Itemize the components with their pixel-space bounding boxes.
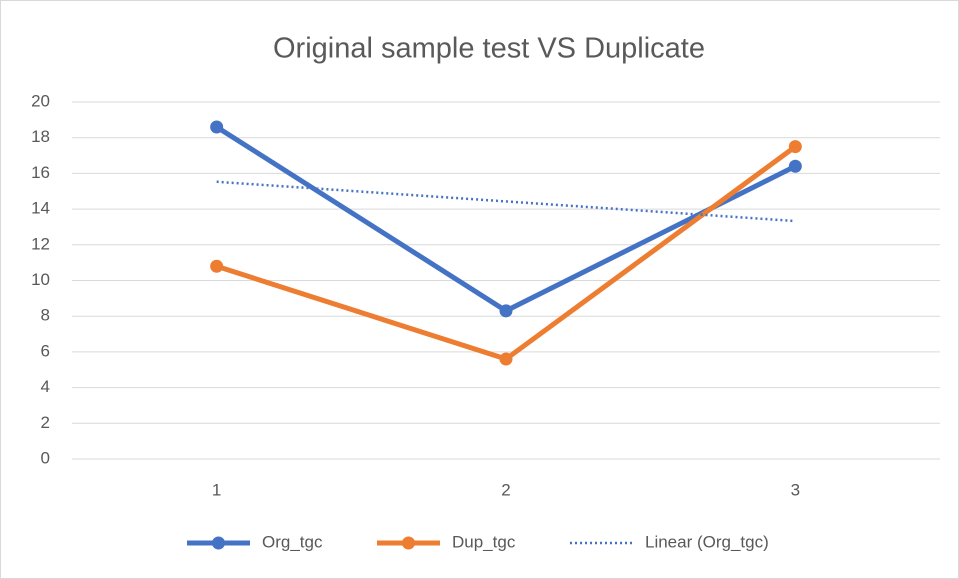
- x-tick-label: 1: [212, 480, 221, 499]
- y-tick-label: 18: [31, 127, 50, 146]
- legend-marker: [212, 536, 225, 550]
- y-tick-label: 12: [31, 234, 50, 253]
- y-tick-label: 10: [31, 270, 50, 289]
- series-line: [216, 180, 796, 223]
- series-marker: [499, 304, 513, 318]
- y-tick-label: 2: [41, 413, 50, 432]
- legend-marker: [402, 536, 415, 550]
- series-marker: [788, 159, 802, 173]
- legend-label: Dup_tgc: [452, 532, 516, 551]
- y-tick-label: 14: [31, 199, 50, 218]
- x-tick-label: 2: [501, 480, 510, 499]
- legend-label: Org_tgc: [262, 532, 323, 551]
- y-tick-label: 4: [41, 377, 50, 396]
- y-tick-label: 8: [41, 306, 50, 325]
- x-tick-label: 3: [791, 480, 800, 499]
- legend-label: Linear (Org_tgc): [645, 532, 769, 551]
- series-marker: [210, 120, 224, 134]
- y-tick-label: 16: [31, 163, 50, 182]
- y-tick-label: 6: [41, 341, 50, 360]
- series-marker: [499, 352, 513, 366]
- chart-title: Original sample test VS Duplicate: [273, 33, 705, 65]
- series-marker: [788, 140, 802, 154]
- y-tick-label: 20: [31, 91, 50, 110]
- y-tick-label: 0: [41, 448, 50, 467]
- series-marker: [210, 259, 224, 273]
